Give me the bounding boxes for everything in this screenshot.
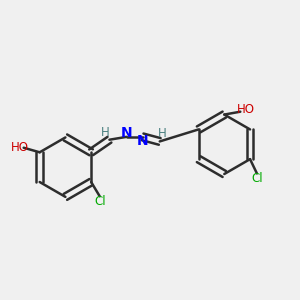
Text: H: H [158, 127, 167, 140]
Text: Cl: Cl [251, 172, 263, 185]
Text: N: N [137, 134, 148, 148]
Text: Cl: Cl [94, 195, 106, 208]
Text: HO: HO [237, 103, 255, 116]
Text: H: H [100, 126, 109, 139]
Text: N: N [121, 126, 132, 140]
Text: HO: HO [11, 141, 29, 154]
